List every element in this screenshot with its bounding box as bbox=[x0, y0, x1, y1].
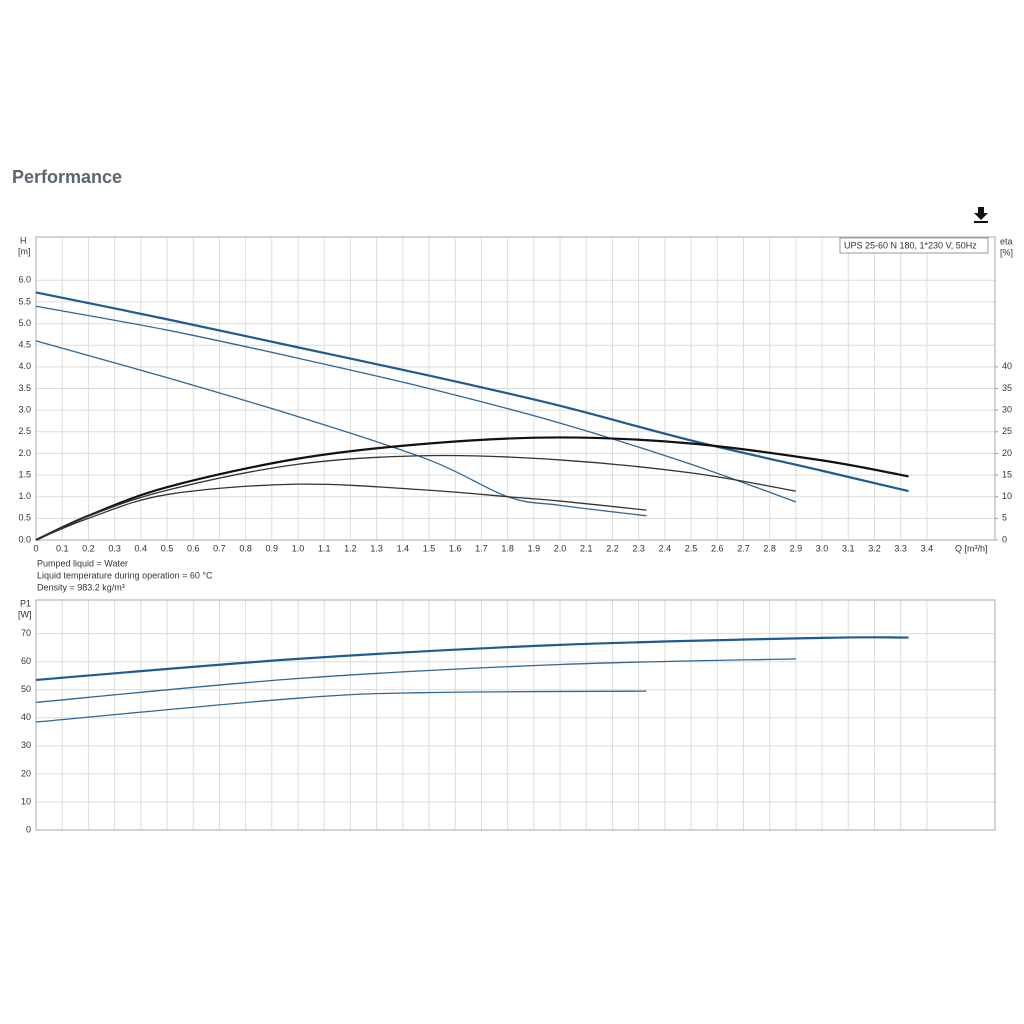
x-tick-label: 1.4 bbox=[397, 543, 410, 553]
x-tick-label: 1.6 bbox=[449, 543, 462, 553]
x-tick-label: 1.0 bbox=[292, 543, 305, 553]
y2-tick-label: 10 bbox=[1002, 491, 1012, 501]
y-tick-label: 0.5 bbox=[18, 513, 31, 523]
plot-frame bbox=[35, 236, 996, 541]
y2-tick-label: 0 bbox=[1002, 534, 1007, 544]
x-tick-label: 2.2 bbox=[606, 543, 619, 553]
y-tick-label: 4.5 bbox=[18, 340, 31, 350]
x-tick-label: 2.7 bbox=[737, 543, 750, 553]
y2-tick-label: 20 bbox=[1002, 448, 1012, 458]
x-tick-label: 3.0 bbox=[816, 543, 829, 553]
note: Liquid temperature during operation = 60… bbox=[37, 570, 213, 580]
y-tick-label: 40 bbox=[21, 712, 31, 722]
x-tick-label: 2.0 bbox=[554, 543, 567, 553]
x-tick-label: 0.9 bbox=[266, 543, 279, 553]
x-tick-label: 2.9 bbox=[790, 543, 803, 553]
y-tick-label: 6.0 bbox=[18, 275, 31, 285]
y2-tick-label: 40 bbox=[1002, 361, 1012, 371]
curve bbox=[35, 340, 647, 517]
x-tick-label: 3.4 bbox=[921, 543, 934, 553]
y2-label: eta bbox=[1000, 236, 1013, 246]
y-label: P1 bbox=[20, 598, 31, 608]
x-tick-label: 1.3 bbox=[370, 543, 383, 553]
y-label: H bbox=[20, 235, 27, 245]
x-tick-label: 1.2 bbox=[344, 543, 357, 553]
x-tick-label: 3.3 bbox=[894, 543, 907, 553]
x-tick-label: 0 bbox=[33, 543, 38, 553]
y-tick-label: 10 bbox=[21, 796, 31, 806]
y-unit: [W] bbox=[18, 609, 32, 619]
y-tick-label: 0 bbox=[26, 824, 31, 834]
page-title: Performance bbox=[12, 167, 122, 187]
x-tick-label: 2.8 bbox=[763, 543, 776, 553]
x-tick-label: 0.5 bbox=[161, 543, 174, 553]
x-tick-label: 0.1 bbox=[56, 543, 69, 553]
x-tick-label: 2.5 bbox=[685, 543, 698, 553]
curve bbox=[35, 483, 647, 541]
y-tick-label: 2.0 bbox=[18, 448, 31, 458]
x-label: Q [m³/h] bbox=[955, 543, 988, 553]
x-tick-label: 2.6 bbox=[711, 543, 724, 553]
y2-tick-label: 35 bbox=[1002, 383, 1012, 393]
y-tick-label: 1.5 bbox=[18, 469, 31, 479]
y2-unit: [%] bbox=[1000, 247, 1013, 257]
x-tick-label: 1.5 bbox=[423, 543, 436, 553]
x-tick-label: 1.8 bbox=[501, 543, 514, 553]
curve bbox=[35, 305, 797, 503]
y2-tick-label: 5 bbox=[1002, 513, 1007, 523]
y2-tick-label: 30 bbox=[1002, 405, 1012, 415]
y-tick-label: 30 bbox=[21, 740, 31, 750]
plot-frame bbox=[35, 599, 996, 831]
x-tick-label: 1.9 bbox=[528, 543, 541, 553]
y-tick-label: 5.0 bbox=[18, 318, 31, 328]
x-tick-label: 2.1 bbox=[580, 543, 593, 553]
x-tick-label: 1.1 bbox=[318, 543, 331, 553]
curve bbox=[35, 454, 796, 541]
y-tick-label: 3.5 bbox=[18, 383, 31, 393]
y-tick-label: 0.0 bbox=[18, 534, 31, 544]
x-tick-label: 0.3 bbox=[108, 543, 121, 553]
x-tick-label: 0.7 bbox=[213, 543, 226, 553]
x-tick-label: 3.1 bbox=[842, 543, 855, 553]
legend-text: UPS 25-60 N 180, 1*230 V, 50Hz bbox=[844, 240, 977, 250]
y-tick-label: 60 bbox=[21, 656, 31, 666]
note: Density = 983.2 kg/m³ bbox=[37, 582, 125, 592]
x-tick-label: 0.4 bbox=[135, 543, 148, 553]
curve bbox=[35, 658, 796, 704]
y-tick-label: 5.5 bbox=[18, 296, 31, 306]
curve bbox=[35, 291, 909, 493]
y-tick-label: 20 bbox=[21, 768, 31, 778]
y2-tick-label: 25 bbox=[1002, 426, 1012, 436]
download-button[interactable] bbox=[974, 207, 988, 223]
curve bbox=[35, 690, 647, 723]
y-tick-label: 70 bbox=[21, 628, 31, 638]
x-tick-label: 1.7 bbox=[475, 543, 488, 553]
y2-tick-label: 15 bbox=[1002, 469, 1012, 479]
x-tick-label: 3.2 bbox=[868, 543, 881, 553]
note: Pumped liquid = Water bbox=[37, 558, 128, 568]
y-tick-label: 1.0 bbox=[18, 491, 31, 501]
x-tick-label: 2.3 bbox=[632, 543, 645, 553]
y-tick-label: 50 bbox=[21, 684, 31, 694]
x-tick-label: 0.8 bbox=[239, 543, 252, 553]
x-tick-label: 2.4 bbox=[659, 543, 672, 553]
y-tick-label: 2.5 bbox=[18, 426, 31, 436]
x-tick-label: 0.2 bbox=[82, 543, 95, 553]
y-unit: [m] bbox=[18, 246, 31, 256]
legend-box bbox=[839, 237, 989, 254]
curve bbox=[35, 436, 909, 541]
y-tick-label: 4.0 bbox=[18, 361, 31, 371]
x-tick-label: 0.6 bbox=[187, 543, 200, 553]
curve bbox=[35, 636, 909, 682]
y-tick-label: 3.0 bbox=[18, 405, 31, 415]
